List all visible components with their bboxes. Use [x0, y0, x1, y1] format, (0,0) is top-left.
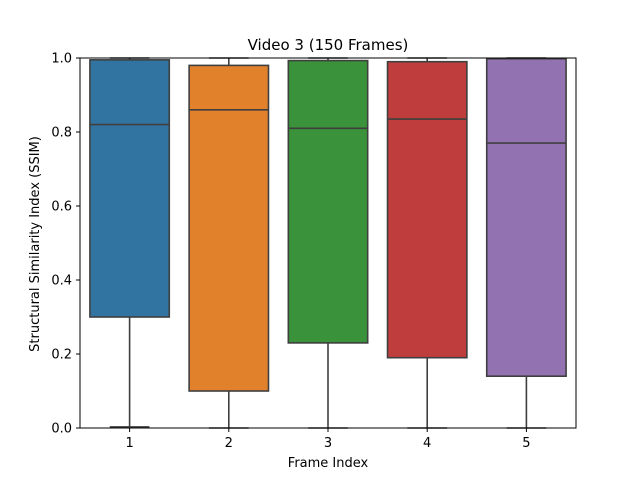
x-tick-label: 5 [522, 436, 530, 451]
box-2 [188, 57, 270, 429]
y-tick-label: 0.2 [51, 348, 72, 363]
y-tick-label: 0.8 [51, 126, 72, 141]
x-axis-label: Frame Index [288, 456, 369, 471]
iqr-box [188, 64, 270, 392]
y-tick-label: 0.0 [51, 422, 72, 437]
box-3 [287, 57, 369, 429]
x-tick-label: 4 [423, 436, 431, 451]
box-4 [386, 57, 468, 429]
x-axis: 1 2 3 4 5 [125, 428, 531, 451]
box-5 [485, 57, 567, 429]
y-axis-label: Structural Similarity Index (SSIM) [28, 136, 43, 352]
y-tick-label: 0.4 [51, 274, 72, 289]
plot-area [79, 57, 577, 429]
chart-title: Video 3 (150 Frames) [248, 36, 409, 54]
y-axis: 0.0 0.2 0.4 0.6 0.8 1.0 [51, 52, 80, 437]
iqr-box [386, 60, 468, 359]
box-1 [89, 57, 171, 428]
x-tick-label: 3 [324, 436, 332, 451]
x-tick-label: 2 [225, 436, 233, 451]
iqr-box [485, 57, 567, 377]
y-tick-label: 0.6 [51, 200, 72, 215]
iqr-box [89, 59, 171, 318]
x-tick-label: 1 [125, 436, 133, 451]
iqr-box [287, 59, 369, 344]
y-tick-label: 1.0 [51, 52, 72, 67]
